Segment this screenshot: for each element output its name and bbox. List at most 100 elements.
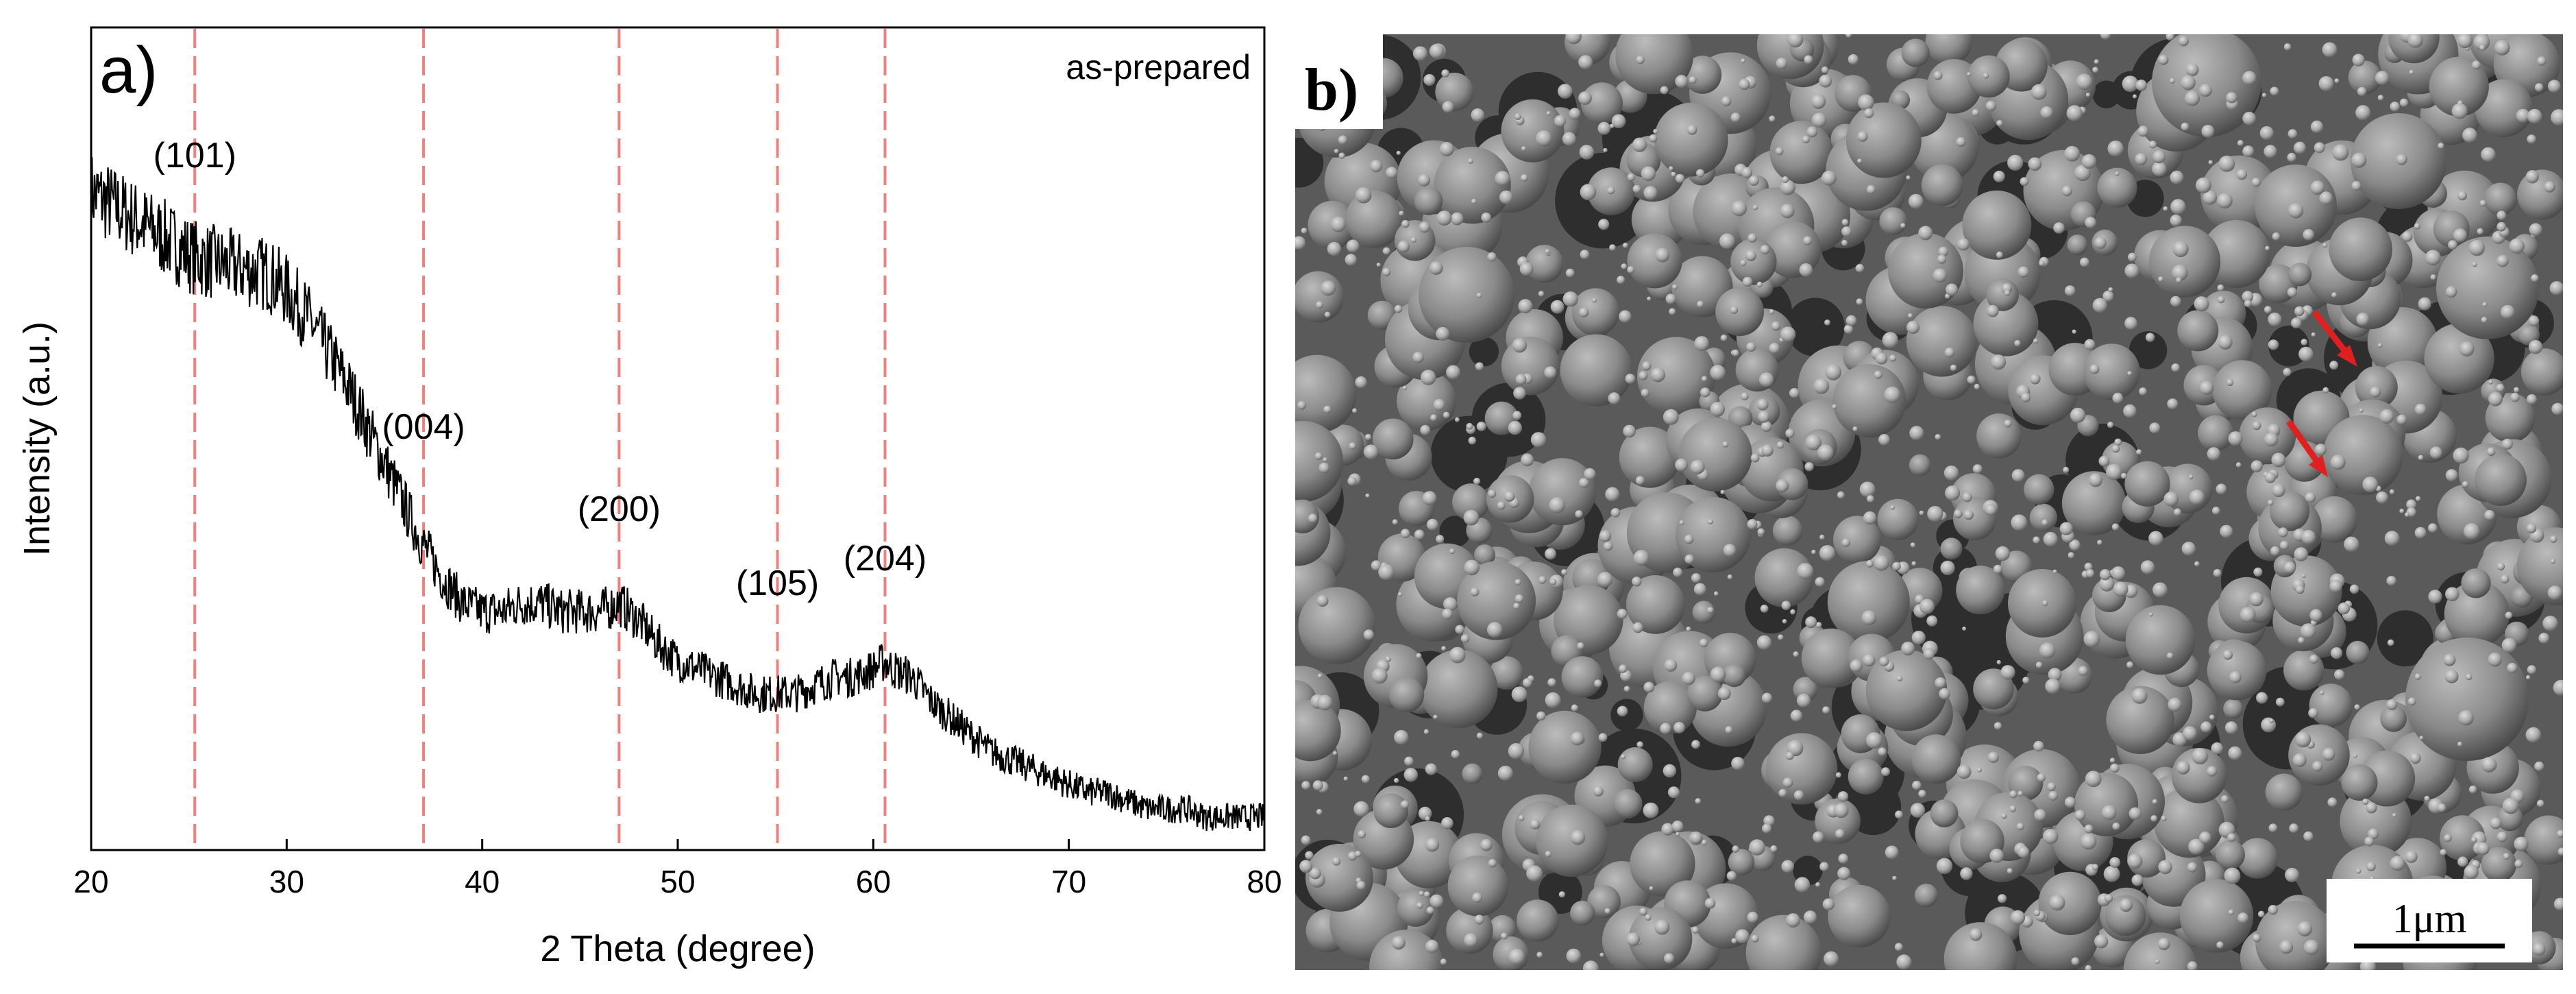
sem-particle	[1797, 563, 1814, 580]
sem-particle	[1739, 78, 1750, 90]
sem-particle	[1925, 34, 1972, 65]
sem-particle	[2244, 300, 2252, 308]
sem-particle	[2406, 499, 2417, 510]
sem-particle	[2192, 748, 2209, 764]
sem-particle	[2488, 653, 2502, 667]
sem-particle	[2338, 602, 2351, 615]
sem-particle	[1454, 417, 1460, 422]
sem-particle	[1627, 266, 1634, 274]
sem-particle	[1760, 605, 1769, 613]
sem-particle	[2375, 71, 2390, 85]
sem-particle	[1684, 534, 1694, 544]
sem-particle	[1474, 544, 1495, 566]
sem-particle	[1848, 54, 1859, 65]
sem-particle	[2207, 640, 2267, 701]
sem-particle	[1882, 332, 1898, 348]
sem-particle	[1316, 594, 1329, 607]
sem-particle	[1376, 263, 1381, 267]
sem-particle	[2042, 829, 2059, 845]
sem-particle	[2039, 642, 2056, 659]
sem-particle	[2042, 600, 2048, 607]
sem-particle	[1837, 491, 1845, 499]
sem-particle	[1346, 239, 1360, 253]
sem-particle	[2269, 718, 2274, 723]
sem-particle	[1861, 610, 1877, 626]
sem-particle	[1908, 193, 1924, 209]
sem-particle	[1776, 468, 1808, 500]
sem-particle	[1468, 437, 1477, 445]
sem-particle	[1633, 550, 1649, 566]
sem-particle	[2158, 860, 2172, 875]
sem-particle	[1525, 245, 1564, 283]
sem-particle	[2071, 957, 2080, 966]
sem-particle	[2292, 753, 2307, 767]
sem-particle	[1985, 504, 1997, 516]
sem-particle	[1447, 856, 1509, 917]
sem-particle	[1911, 734, 1961, 784]
sem-particle	[1515, 374, 1527, 385]
sem-particle	[1305, 843, 1373, 912]
sem-particle	[1669, 166, 1673, 171]
sem-particle	[1440, 958, 1447, 965]
sem-particle	[1919, 598, 1935, 614]
sem-particle	[2303, 939, 2320, 956]
sem-particle	[2357, 86, 2367, 97]
sem-particle	[2289, 823, 2299, 834]
sem-particle	[1356, 881, 1366, 890]
sem-particle	[1426, 518, 1438, 531]
sem-particle	[1819, 545, 1836, 561]
sem-particle	[1397, 240, 1410, 253]
sem-particle	[1803, 910, 1817, 924]
sem-particle	[2066, 105, 2083, 121]
sem-particle	[2120, 472, 2127, 479]
sem-particle	[2364, 836, 2375, 847]
sem-particle	[2189, 489, 2205, 505]
sem-particle	[2253, 934, 2261, 943]
sem-particle	[1622, 242, 1628, 248]
sem-particle	[1912, 780, 1922, 790]
sem-particle	[1802, 236, 1813, 245]
panel-b-label: b)	[1305, 57, 1358, 123]
sem-particle	[1926, 615, 1938, 627]
sem-particle	[1394, 729, 1409, 745]
sem-particle	[2222, 650, 2233, 660]
x-tick-label-20: 20	[73, 864, 108, 899]
sem-particle	[1908, 313, 1913, 319]
sem-particle	[1643, 681, 1655, 693]
sem-particle	[1710, 402, 1725, 417]
sem-particle	[1746, 342, 1756, 352]
sem-particle	[2211, 742, 2223, 755]
sem-particle	[2011, 514, 2028, 531]
sem-particle	[2043, 532, 2058, 547]
sem-particle	[2414, 526, 2427, 539]
sem-particle	[1472, 892, 1483, 904]
sem-particle	[2528, 339, 2543, 354]
peak-label-4: (105)	[736, 563, 819, 603]
sem-particle	[2322, 243, 2327, 248]
sem-particle	[1850, 659, 1863, 672]
sem-particle	[2052, 569, 2057, 574]
sem-particle	[2064, 285, 2076, 296]
sem-particle	[1599, 952, 1604, 958]
sem-particle	[1669, 308, 1676, 315]
sem-particle	[2011, 469, 2025, 482]
sem-particle	[1609, 123, 1615, 129]
sem-particle	[1352, 408, 1358, 413]
sem-particle	[1363, 629, 1374, 640]
sem-particle	[1731, 938, 1737, 944]
sem-particle	[1906, 320, 1920, 335]
sem-particle	[1845, 34, 1852, 38]
sem-particle	[2212, 360, 2272, 420]
sem-particle	[1425, 763, 1437, 775]
sem-particle	[2166, 34, 2174, 41]
sem-particle	[1301, 835, 1311, 845]
sem-particle	[1402, 385, 1407, 391]
sem-particle	[1570, 731, 1584, 746]
xrd-chart-panel: (101) (004) (200) (105) (204) 20 30 40 50 60 70 80…	[0, 0, 1288, 991]
sem-particle	[2351, 181, 2362, 191]
sem-particle	[1530, 819, 1541, 829]
sem-particle	[1334, 149, 1339, 154]
sem-particle	[1592, 298, 1597, 303]
sem-particle	[1566, 948, 1582, 964]
sem-particle	[2550, 559, 2555, 564]
